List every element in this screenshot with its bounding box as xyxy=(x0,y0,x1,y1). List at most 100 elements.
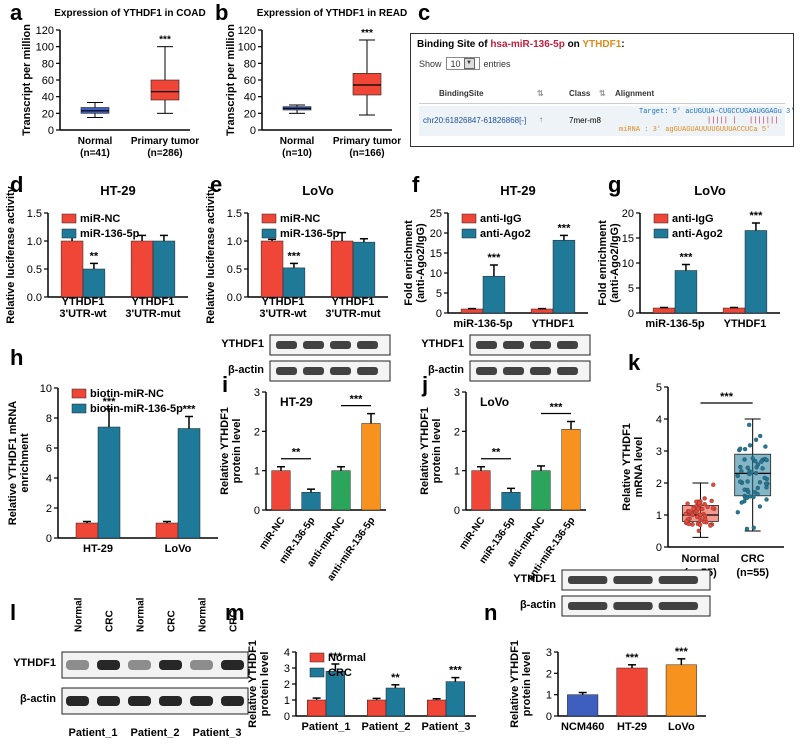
alignment-pairs: ||||| | ||||||| xyxy=(707,117,779,125)
y-axis-label-f: Fold enrichment(anti-Ago2/IgG) xyxy=(403,220,427,306)
sig-annot-g: *** xyxy=(750,210,764,222)
panel-letter-i: i xyxy=(222,372,229,397)
blot-band-i xyxy=(303,367,324,375)
y-tick-label-b: 100 xyxy=(238,42,256,54)
panel-letter-e: e xyxy=(210,172,223,197)
legend-label-m: CRC xyxy=(328,667,352,679)
y-tick-label-b: 20 xyxy=(244,108,256,120)
data-point-k xyxy=(764,485,769,490)
data-point-k xyxy=(760,457,765,463)
binding-site-value[interactable]: chr20:61826847-61826868[-] xyxy=(423,116,527,125)
blot-band-i xyxy=(357,341,378,349)
patient-label-l: Patient_2 xyxy=(131,727,180,739)
bar-e-miR-NC-1 xyxy=(330,240,354,298)
bar-i-2 xyxy=(331,470,351,511)
col-binding-site[interactable]: BindingSite xyxy=(439,89,484,98)
bar-n-2 xyxy=(665,664,697,717)
entries-select[interactable]: 10 ▼ xyxy=(445,57,480,70)
sig-annot-h: *** xyxy=(183,404,197,416)
legend-swatch-e xyxy=(261,213,277,224)
blot-band-i xyxy=(276,367,297,375)
col-class[interactable]: Class xyxy=(569,89,591,98)
y-tick-label-i: 0 xyxy=(254,505,260,517)
y-tick-label-b: 120 xyxy=(238,25,256,37)
class-value: 7mer-m8 xyxy=(569,116,602,125)
blot-band-l xyxy=(97,696,120,706)
y-tick-label-d: 0.5 xyxy=(27,264,42,276)
y-tick-label-f: 25 xyxy=(430,208,442,220)
blot-label-i: YTHDF1 xyxy=(221,338,264,350)
x-label-n: LoVo xyxy=(668,721,695,733)
x-label-f: YTHDF1 xyxy=(532,318,575,330)
blot-band-l xyxy=(221,696,244,706)
y-tick-label-b: 40 xyxy=(244,92,256,104)
data-point-k xyxy=(702,519,707,525)
legend-swatch-m xyxy=(309,652,325,663)
data-point-k xyxy=(687,510,693,515)
alignment-target: Target: 5' acUGUUA-CUGCCUGAAUGGAGu 3' xyxy=(639,108,795,116)
x-label-j: miR-136-5p xyxy=(478,515,518,565)
data-point-k xyxy=(746,422,752,427)
legend-label-h: biotin-miR-136-5p xyxy=(90,403,183,415)
data-point-k xyxy=(739,480,744,485)
data-point-k xyxy=(757,480,763,485)
data-point-k xyxy=(735,510,740,515)
blot-band-j xyxy=(557,341,578,349)
y-tick-label-e: 1.0 xyxy=(227,236,242,248)
patient-label-l: Patient_3 xyxy=(193,727,242,739)
y-tick-label-k: 4 xyxy=(656,414,662,426)
sig-annot-f: *** xyxy=(558,222,572,234)
y-axis-label-m: Relative YTHDF1protein level xyxy=(247,640,271,728)
show-entries: Show 10 ▼ entries xyxy=(411,55,793,72)
y-tick-label-i: 1 xyxy=(254,466,260,478)
blot-band-l xyxy=(159,696,182,706)
panel-letter-b: b xyxy=(215,0,229,25)
data-point-k xyxy=(684,519,689,524)
blot-band-l xyxy=(97,660,120,670)
bar-j-1 xyxy=(501,492,521,511)
legend-swatch-m xyxy=(309,667,325,678)
bar-j-0 xyxy=(471,470,491,511)
y-tick-label-n: 1 xyxy=(546,690,552,702)
x-label-f: miR-136-5p xyxy=(453,318,513,330)
legend-swatch-d xyxy=(61,213,77,224)
y-tick-label-k: 2 xyxy=(656,478,662,490)
data-point-k xyxy=(749,470,754,475)
bar-d-miR-NC-1 xyxy=(130,240,154,298)
data-point-k xyxy=(698,512,703,517)
blot-frame-n xyxy=(561,595,711,617)
blot-band-i xyxy=(276,341,297,349)
bar-d-miR-136-5p-0 xyxy=(82,268,106,298)
data-point-k xyxy=(764,497,769,502)
data-point-k xyxy=(765,481,770,486)
data-point-k xyxy=(685,517,690,522)
data-point-k xyxy=(698,515,703,521)
data-point-k xyxy=(735,473,740,478)
sig-annot-i: *** xyxy=(350,394,364,406)
blot-band-l xyxy=(221,660,244,670)
data-point-k xyxy=(751,525,756,530)
y-tick-label-i: 2 xyxy=(254,426,260,438)
y-tick-label-n: 0 xyxy=(546,711,552,723)
blot-label-i: β-actin xyxy=(228,364,264,376)
data-point-k xyxy=(694,508,699,513)
data-point-k xyxy=(739,480,745,485)
chart-title-d: HT-29 xyxy=(100,183,135,198)
data-point-k xyxy=(745,465,750,470)
blot-band-l xyxy=(66,696,89,706)
lane-label-l: Normal xyxy=(74,597,85,632)
blot-band-n xyxy=(613,602,653,610)
x-label-k: Normal xyxy=(682,553,720,565)
x-label-n: NCM460 xyxy=(561,721,604,733)
blot-label-j: β-actin xyxy=(428,364,464,376)
blot-label-j: YTHDF1 xyxy=(421,338,464,350)
data-point-k xyxy=(696,528,701,533)
data-point-k xyxy=(686,511,692,516)
bar-m-CRC-1 xyxy=(385,687,405,717)
x-label-a: Primary tumor xyxy=(131,136,199,147)
data-point-k xyxy=(763,481,769,486)
data-point-k xyxy=(746,489,751,495)
x-n-b: (n=10) xyxy=(282,148,312,159)
col-alignment[interactable]: Alignment xyxy=(615,89,655,98)
x-label-i: miR-136-5p xyxy=(278,515,318,565)
